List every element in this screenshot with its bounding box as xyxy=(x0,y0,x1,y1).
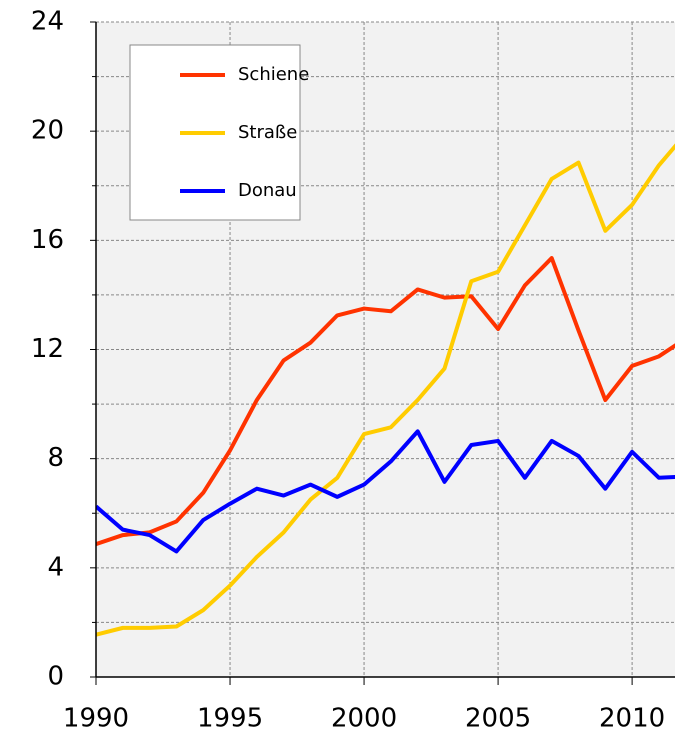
x-tick-label: 2005 xyxy=(465,704,531,734)
series-line xyxy=(96,256,675,546)
y-tick-label: 16 xyxy=(31,225,64,255)
series-line xyxy=(96,143,675,637)
x-tick-label: 1995 xyxy=(197,704,263,734)
y-tick-label: 12 xyxy=(31,334,64,364)
legend-label: Schiene xyxy=(238,64,309,85)
legend-label: Straße xyxy=(238,122,297,143)
x-tick-label: 2000 xyxy=(331,704,397,734)
x-tick-label: 2010 xyxy=(599,704,665,734)
legend-label: Donau xyxy=(238,180,297,201)
y-tick-label: 8 xyxy=(47,443,64,473)
y-tick-label: 0 xyxy=(47,662,64,692)
y-tick-label: 4 xyxy=(47,552,64,582)
series-line xyxy=(96,429,675,554)
y-tick-label: 24 xyxy=(31,7,64,37)
y-tick-label: 20 xyxy=(31,116,64,146)
x-tick-label: 1990 xyxy=(63,704,129,734)
